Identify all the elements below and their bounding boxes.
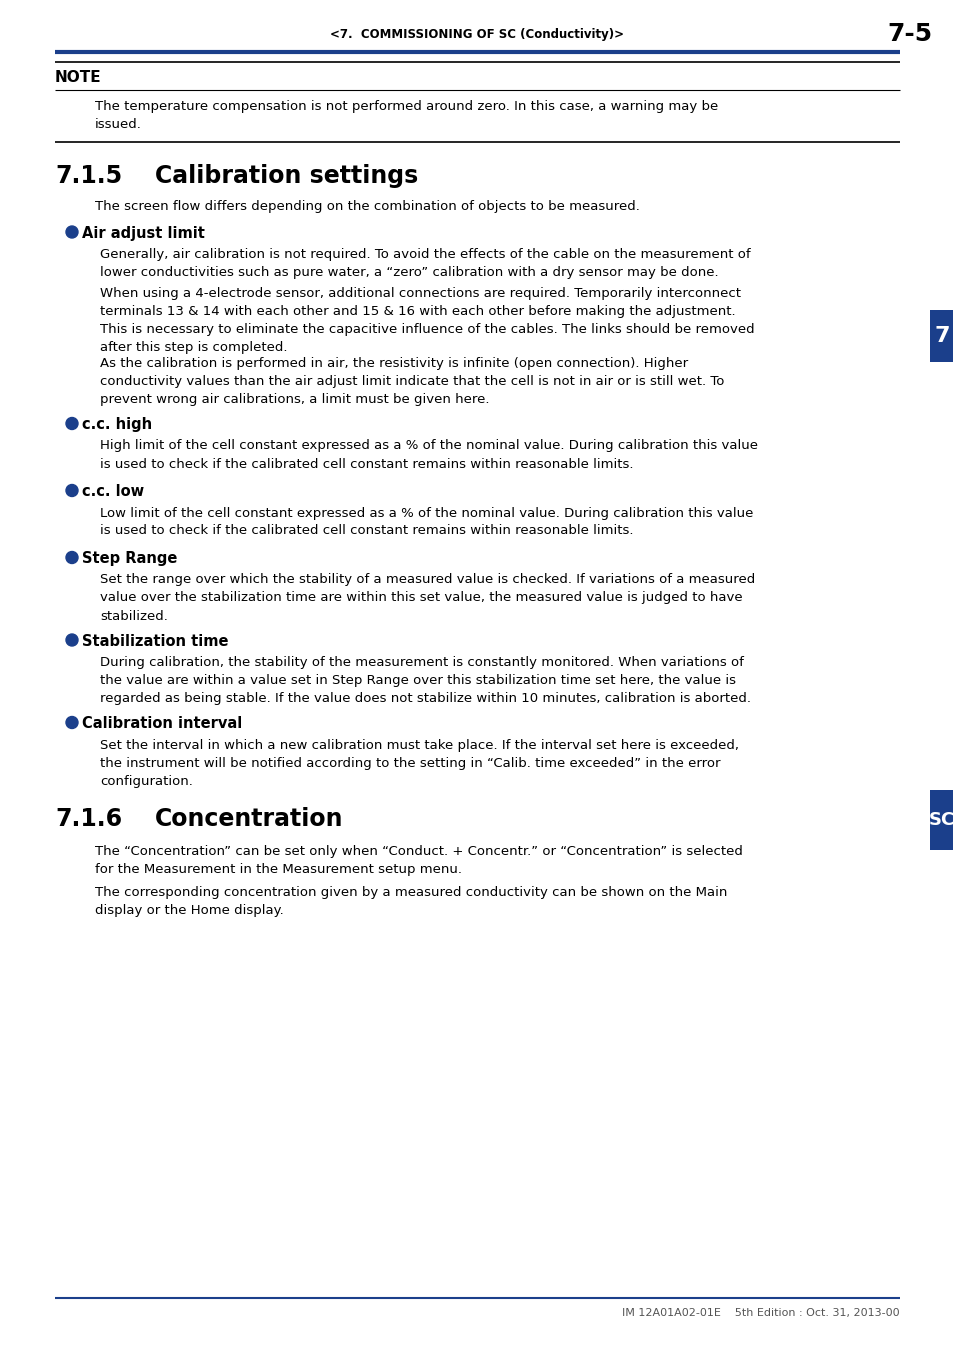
Text: Concentration: Concentration	[154, 807, 343, 832]
Text: Calibration interval: Calibration interval	[82, 717, 242, 732]
Text: Generally, air calibration is not required. To avoid the effects of the cable on: Generally, air calibration is not requir…	[100, 248, 750, 279]
Circle shape	[66, 485, 78, 497]
Text: Calibration settings: Calibration settings	[154, 163, 417, 188]
Text: The “Concentration” can be set only when “Conduct. + Concentr.” or “Concentratio: The “Concentration” can be set only when…	[95, 845, 742, 876]
Bar	[929, 310, 953, 362]
Text: 7.1.5: 7.1.5	[55, 163, 122, 188]
Text: Low limit of the cell constant expressed as a % of the nominal value. During cal: Low limit of the cell constant expressed…	[100, 506, 753, 537]
Circle shape	[66, 225, 78, 238]
Text: Step Range: Step Range	[82, 552, 177, 567]
Text: 7-5: 7-5	[886, 22, 932, 46]
Text: 7: 7	[933, 325, 949, 346]
Circle shape	[66, 417, 78, 429]
Text: SC: SC	[928, 811, 953, 829]
Text: 7.1.6: 7.1.6	[55, 807, 122, 832]
Circle shape	[66, 717, 78, 729]
Text: As the calibration is performed in air, the resistivity is infinite (open connec: As the calibration is performed in air, …	[100, 356, 723, 406]
Text: NOTE: NOTE	[55, 70, 102, 85]
Text: c.c. high: c.c. high	[82, 417, 152, 432]
Circle shape	[66, 634, 78, 647]
Text: When using a 4-electrode sensor, additional connections are required. Temporaril: When using a 4-electrode sensor, additio…	[100, 288, 754, 354]
Text: c.c. low: c.c. low	[82, 485, 144, 500]
Text: IM 12A01A02-01E    5th Edition : Oct. 31, 2013-00: IM 12A01A02-01E 5th Edition : Oct. 31, 2…	[621, 1308, 899, 1318]
Text: Set the interval in which a new calibration must take place. If the interval set: Set the interval in which a new calibrat…	[100, 738, 739, 787]
Circle shape	[66, 552, 78, 563]
Bar	[929, 790, 953, 850]
Text: High limit of the cell constant expressed as a % of the nominal value. During ca: High limit of the cell constant expresse…	[100, 440, 758, 471]
Text: During calibration, the stability of the measurement is constantly monitored. Wh: During calibration, the stability of the…	[100, 656, 750, 705]
Text: The corresponding concentration given by a measured conductivity can be shown on: The corresponding concentration given by…	[95, 886, 726, 917]
Text: Set the range over which the stability of a measured value is checked. If variat: Set the range over which the stability o…	[100, 574, 755, 622]
Text: The screen flow differs depending on the combination of objects to be measured.: The screen flow differs depending on the…	[95, 200, 639, 213]
Text: Air adjust limit: Air adjust limit	[82, 225, 205, 242]
Text: The temperature compensation is not performed around zero. In this case, a warni: The temperature compensation is not perf…	[95, 100, 718, 131]
Text: Stabilization time: Stabilization time	[82, 634, 229, 649]
Text: <7.  COMMISSIONING OF SC (Conductivity)>: <7. COMMISSIONING OF SC (Conductivity)>	[330, 28, 623, 40]
